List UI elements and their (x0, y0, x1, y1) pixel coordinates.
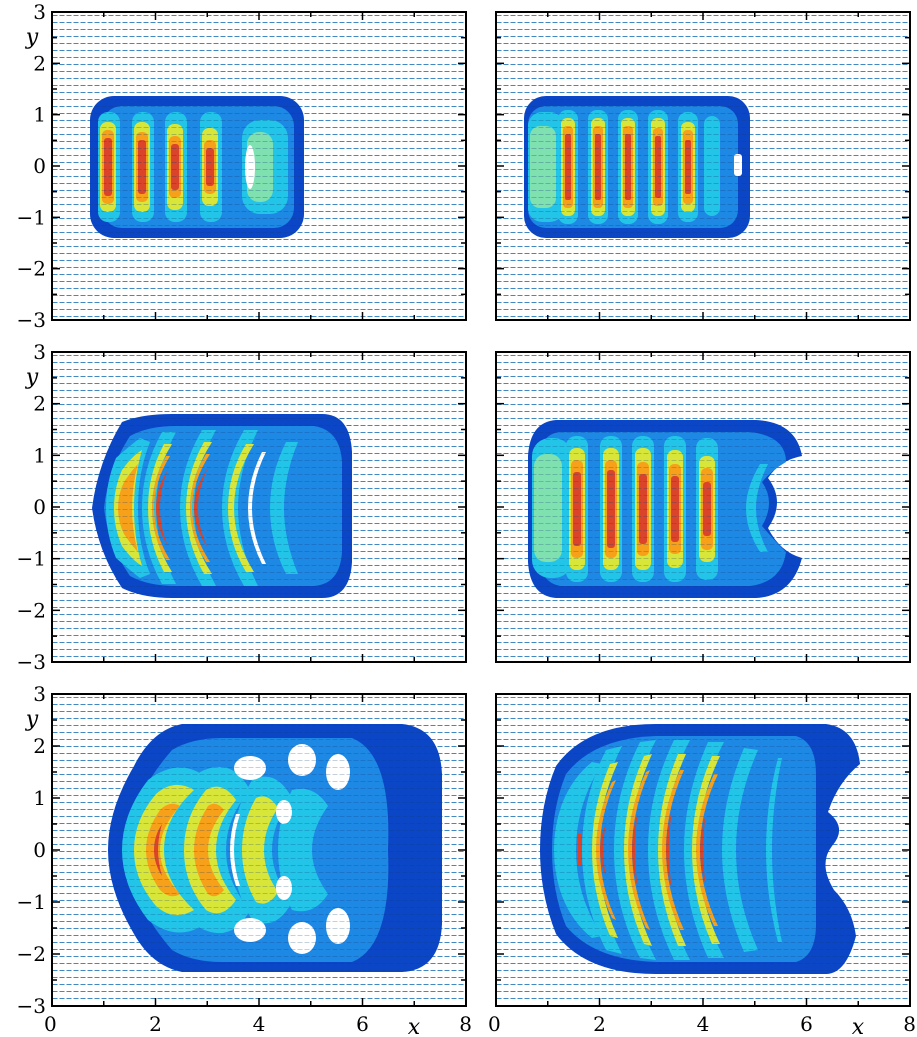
contour-blob (92, 414, 352, 598)
y-tick-label: 2 (33, 734, 46, 758)
y-tick-label: −1 (17, 547, 46, 571)
x-axis-symbol: x (408, 1015, 421, 1037)
y-tick-label: −3 (17, 994, 46, 1018)
panel-top-left (51, 11, 467, 321)
panel-bottom-right (495, 693, 911, 1007)
x-axis-symbol: x (852, 1015, 865, 1037)
x-tick-label: 0 (44, 1012, 57, 1036)
y-tick-label: 1 (33, 786, 46, 810)
y-tick-label: −2 (17, 942, 46, 966)
contour-blob (90, 96, 304, 238)
y-axis-symbol: y (25, 365, 39, 390)
y-tick-label: 1 (33, 443, 46, 467)
x-tick-label: 6 (356, 1012, 369, 1036)
y-tick-label: 0 (33, 154, 46, 178)
contour-blob (528, 420, 802, 598)
y-tick-label: 0 (33, 838, 46, 862)
y-axis-symbol: y (25, 707, 39, 732)
contour-blob (524, 96, 750, 238)
x-tick-label: 6 (800, 1012, 813, 1036)
panel-top-right (495, 11, 911, 321)
y-tick-label: −3 (17, 308, 46, 332)
y-tick-label: −2 (17, 598, 46, 622)
x-tick-label: 0 (488, 1012, 501, 1036)
panel-bottom-left (51, 693, 467, 1007)
x-tick-label: 8 (903, 1012, 916, 1036)
y-tick-label: 0 (33, 495, 46, 519)
x-tick-label: 8 (459, 1012, 472, 1036)
y-tick-label: 2 (33, 392, 46, 416)
y-tick-label: 1 (33, 103, 46, 127)
y-tick-label: −3 (17, 650, 46, 674)
y-tick-label: 2 (33, 51, 46, 75)
y-tick-label: 3 (33, 682, 46, 706)
y-tick-label: −2 (17, 257, 46, 281)
y-axis-symbol: y (25, 25, 39, 50)
contour-blob (540, 724, 860, 974)
y-tick-label: 3 (33, 0, 46, 24)
y-tick-label: 3 (33, 340, 46, 364)
x-tick-label: 2 (149, 1012, 162, 1036)
x-tick-label: 4 (697, 1012, 710, 1036)
contour-blob (108, 724, 442, 972)
panel-middle-right (495, 351, 911, 663)
panel-middle-left (51, 351, 467, 663)
tick-marks (51, 11, 911, 1007)
x-tick-label: 4 (253, 1012, 266, 1036)
x-tick-label: 2 (593, 1012, 606, 1036)
y-tick-label: −1 (17, 205, 46, 229)
y-tick-label: −1 (17, 890, 46, 914)
